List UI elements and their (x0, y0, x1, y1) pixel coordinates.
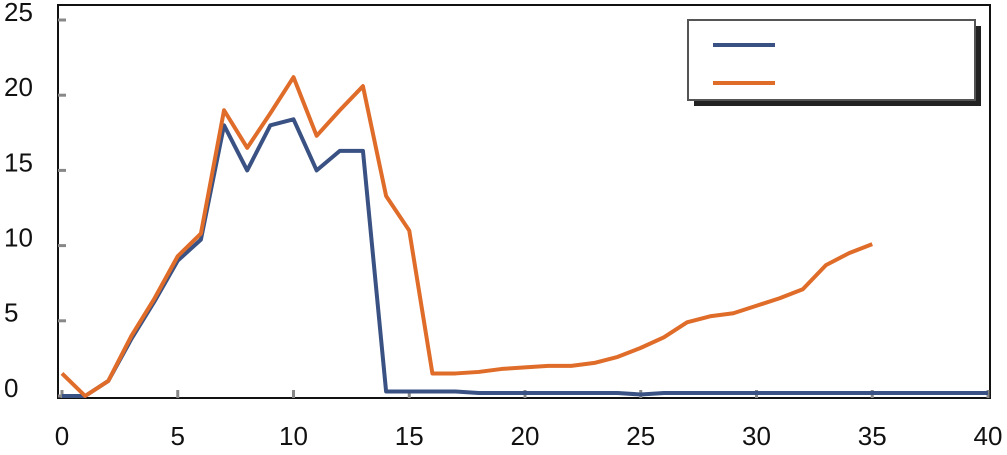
x-tick-label: 30 (742, 421, 771, 451)
y-tick-label: 5 (4, 298, 18, 328)
x-tick-label: 5 (171, 421, 185, 451)
x-tick-label: 25 (626, 421, 655, 451)
x-tick-label: 10 (279, 421, 308, 451)
x-tick-label: 0 (55, 421, 69, 451)
y-tick-label: 25 (4, 0, 33, 27)
x-tick-label: 15 (395, 421, 424, 451)
legend (687, 19, 976, 101)
x-tick-label: 35 (858, 421, 887, 451)
y-tick-label: 15 (4, 147, 33, 177)
y-tick-label: 10 (4, 222, 33, 252)
y-tick-label: 20 (4, 72, 33, 102)
series-line (62, 117, 988, 398)
y-tick-label: 0 (4, 373, 18, 403)
x-tick-label: 40 (974, 421, 1003, 451)
x-tick-label: 20 (511, 421, 540, 451)
series-line (60, 75, 873, 398)
